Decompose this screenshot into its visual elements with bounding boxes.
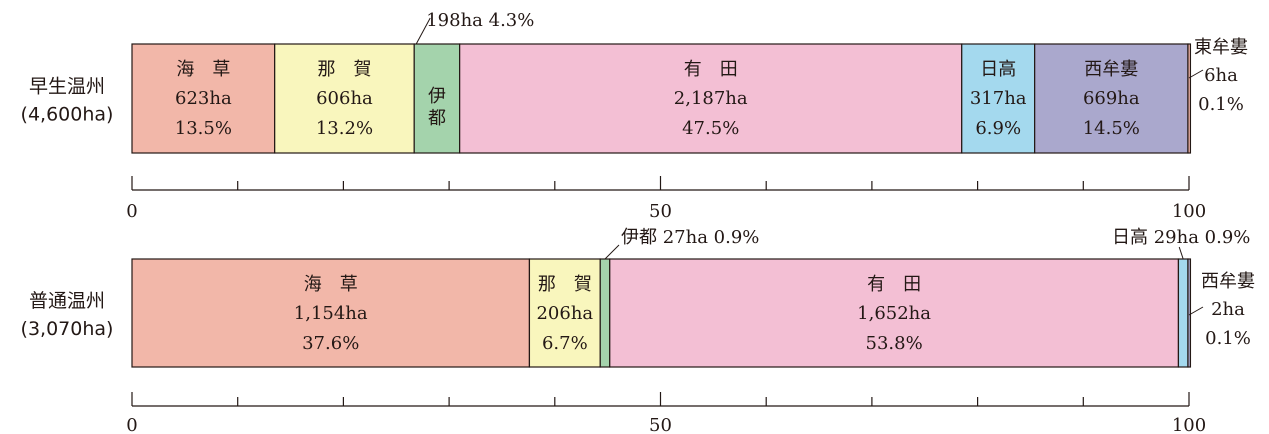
segment-area-label: 1,652ha <box>857 303 931 324</box>
segment-percent-label: 0.1% <box>1198 94 1244 115</box>
callout-leader-line <box>415 17 431 45</box>
callout-leader-line <box>1188 306 1204 316</box>
segment-area-label: 317ha <box>970 88 1027 109</box>
segment-percent-label: 13.5% <box>175 118 232 139</box>
segment-name-label: 西牟婁 <box>1201 271 1255 292</box>
segment-name-label: 那 賀 <box>317 59 371 80</box>
callout-leader-line <box>1178 246 1184 260</box>
segment-percent-label: 0.1% <box>1205 328 1251 349</box>
segment-area-label: 206ha <box>536 303 593 324</box>
segment-percent-label: 37.6% <box>302 333 359 354</box>
row-label: 早生温州 <box>29 76 105 98</box>
segment-area-label: 1,154ha <box>294 303 368 324</box>
segment-percent-label: 14.5% <box>1083 118 1140 139</box>
segment-name-label: 伊 <box>428 86 446 107</box>
segment-area-label: 6ha <box>1204 65 1238 86</box>
segment-callout-label: 日高 29ha 0.9% <box>1112 227 1250 248</box>
segment-name-label: 那 賀 <box>538 274 592 295</box>
segment-percent-label: 6.7% <box>542 333 588 354</box>
segment-name-label: 日高 <box>980 59 1016 80</box>
bar-segment <box>413 43 461 154</box>
segment-percent-label: 47.5% <box>682 118 739 139</box>
chart-panel: 早生温州 (4,600ha) 海 草 623ha 13.5% 那 賀 606ha 13.2% 伊… <box>21 10 1248 222</box>
bar-segment <box>274 43 415 154</box>
bar-segment <box>609 258 1180 368</box>
bar-segment <box>1187 43 1192 154</box>
bar-segment <box>1034 43 1189 154</box>
segment-area-label: 606ha <box>316 88 373 109</box>
segment-name-label: 有 田 <box>684 59 738 80</box>
chart-panel: 普通温州 (3,070ha) 海 草 1,154ha 37.6% 那 賀 206ha 6.7%… <box>21 227 1255 434</box>
segment-name-label: 都 <box>428 108 446 129</box>
x-tick-label: 50 <box>649 201 672 222</box>
segment-name-label: 東牟婁 <box>1194 37 1248 58</box>
segment-percent-label: 53.8% <box>866 333 923 354</box>
bar-segment <box>1187 258 1192 368</box>
row-label: 普通温州 <box>29 290 105 312</box>
segment-name-label: 西牟婁 <box>1084 59 1138 80</box>
segment-name-label: 海 草 <box>176 59 230 80</box>
x-tick-label: 50 <box>649 415 672 434</box>
segment-percent-label: 13.2% <box>316 118 373 139</box>
bar-segment <box>599 258 611 368</box>
row-total: (3,070ha) <box>21 318 114 340</box>
segment-percent-label: 6.9% <box>975 118 1021 139</box>
x-tick-label: 0 <box>126 201 137 222</box>
x-tick-label: 0 <box>126 415 137 434</box>
x-tick-label: 100 <box>1172 201 1206 222</box>
segment-name-label: 海 草 <box>304 274 358 295</box>
segment-callout-label: 198ha 4.3% <box>426 10 534 31</box>
bar-segment <box>131 43 276 154</box>
callout-leader-line <box>1188 69 1204 79</box>
segment-area-label: 2,187ha <box>674 88 748 109</box>
bar-segment <box>131 258 531 368</box>
segment-area-label: 623ha <box>175 88 232 109</box>
segment-name-label: 有 田 <box>867 274 921 295</box>
bar-segment <box>1177 258 1189 368</box>
segment-callout-label: 伊都 27ha 0.9% <box>621 227 759 248</box>
callout-leader-line <box>604 244 620 260</box>
x-tick-label: 100 <box>1172 415 1206 434</box>
segment-area-label: 2ha <box>1211 299 1245 320</box>
row-total: (4,600ha) <box>21 104 114 126</box>
segment-area-label: 669ha <box>1083 88 1140 109</box>
